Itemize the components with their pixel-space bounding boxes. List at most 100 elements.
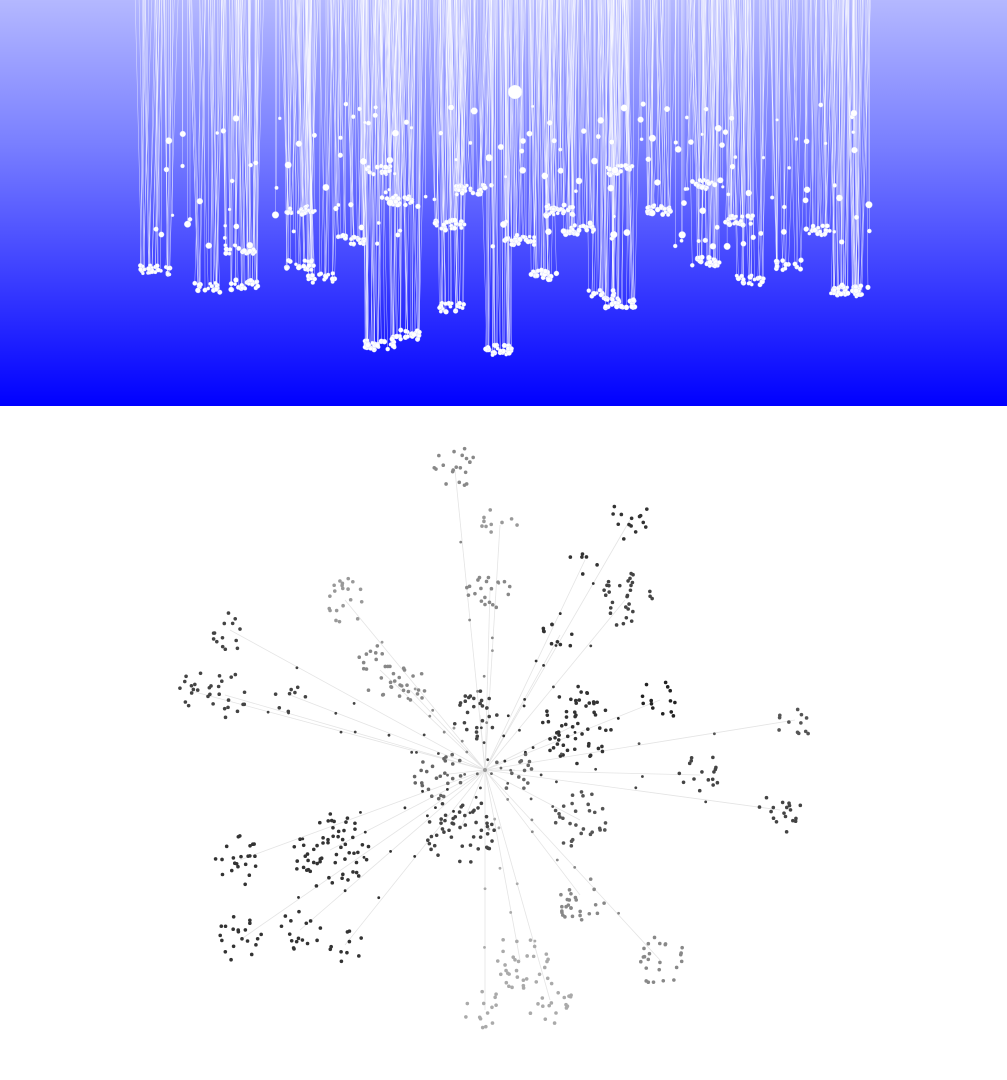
node	[774, 819, 779, 824]
node	[562, 995, 567, 1000]
node	[552, 1021, 557, 1025]
node	[390, 195, 396, 200]
node	[624, 616, 629, 620]
node	[340, 837, 345, 842]
node	[473, 591, 477, 596]
node	[510, 771, 514, 776]
edge	[283, 0, 289, 213]
node	[745, 189, 752, 197]
edge	[457, 0, 461, 186]
node	[375, 241, 380, 246]
node	[484, 1024, 488, 1029]
node	[624, 166, 630, 172]
node	[345, 930, 350, 934]
node	[490, 636, 494, 640]
node	[531, 238, 537, 244]
node	[631, 609, 635, 614]
node	[666, 212, 671, 217]
edge	[240, 0, 249, 253]
node	[231, 856, 236, 860]
node	[474, 820, 478, 825]
node	[749, 273, 754, 278]
edge	[612, 0, 622, 296]
node	[334, 711, 338, 715]
node	[629, 583, 633, 588]
node	[285, 210, 291, 216]
node	[592, 810, 597, 815]
node	[524, 977, 529, 981]
node	[311, 263, 316, 268]
root-node	[483, 768, 487, 772]
node	[506, 798, 510, 801]
edge	[687, 0, 697, 185]
node	[336, 234, 341, 239]
node	[598, 292, 604, 298]
node	[502, 734, 506, 738]
node	[651, 980, 656, 984]
node	[437, 453, 441, 458]
node	[616, 163, 621, 168]
node	[329, 944, 333, 949]
node	[704, 800, 708, 804]
node	[452, 449, 456, 454]
node	[334, 852, 339, 857]
node	[770, 195, 775, 200]
node	[629, 516, 634, 521]
node	[614, 623, 619, 627]
node	[525, 954, 529, 958]
node	[487, 714, 492, 719]
node	[480, 1025, 485, 1030]
node	[529, 797, 533, 801]
node	[500, 221, 507, 228]
edge	[727, 0, 733, 216]
node	[543, 213, 550, 219]
node	[220, 857, 224, 862]
node	[593, 903, 598, 907]
node	[671, 714, 676, 718]
node	[503, 174, 508, 179]
node	[780, 258, 786, 264]
edge	[490, 0, 501, 351]
node	[311, 860, 316, 865]
node	[575, 761, 579, 766]
node	[778, 713, 782, 718]
node	[551, 206, 556, 212]
node	[518, 728, 521, 732]
node	[730, 213, 735, 218]
edge	[739, 0, 749, 284]
node	[338, 135, 343, 140]
node	[357, 954, 361, 958]
node	[648, 589, 652, 594]
node	[627, 602, 631, 606]
edge	[373, 0, 378, 345]
node	[366, 120, 371, 126]
node	[438, 130, 444, 136]
node	[364, 652, 369, 656]
node	[804, 716, 809, 720]
node	[359, 599, 364, 604]
node	[569, 211, 575, 217]
node	[346, 878, 350, 882]
node	[542, 663, 545, 667]
node	[572, 710, 577, 714]
node	[509, 238, 514, 243]
node	[468, 618, 472, 622]
node	[541, 172, 549, 180]
node	[637, 116, 644, 123]
node	[569, 892, 573, 896]
node	[791, 818, 795, 823]
node	[565, 748, 570, 753]
node	[669, 710, 674, 714]
node	[318, 820, 322, 825]
node	[506, 782, 510, 785]
node	[413, 781, 418, 785]
node	[556, 738, 561, 742]
node	[466, 593, 471, 597]
node	[587, 808, 592, 813]
node	[232, 115, 240, 122]
node	[610, 230, 618, 239]
node	[443, 771, 447, 775]
edge	[379, 669, 486, 771]
node	[303, 694, 308, 699]
node	[509, 241, 515, 247]
